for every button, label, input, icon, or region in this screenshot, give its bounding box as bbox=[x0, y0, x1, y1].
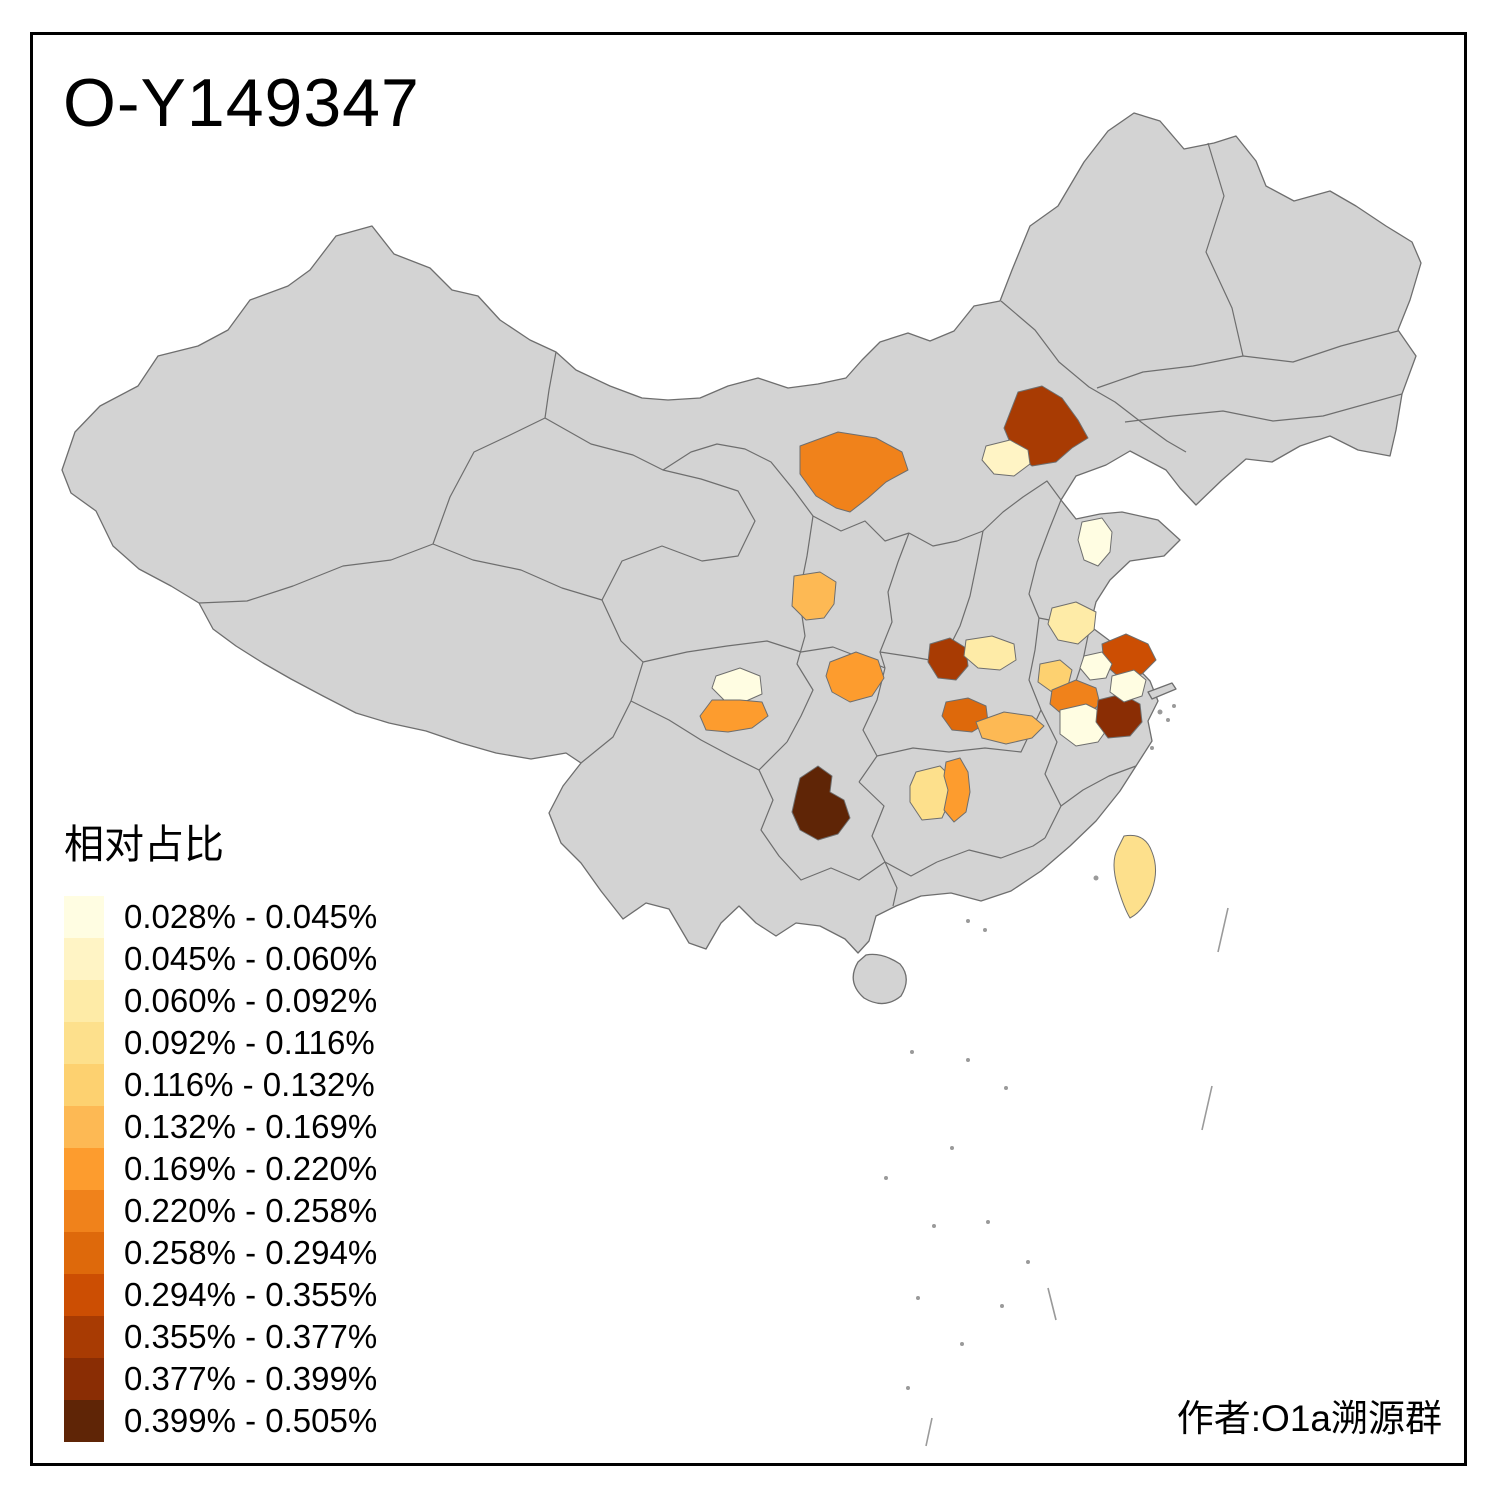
legend-swatch bbox=[64, 1400, 104, 1442]
map-region-r22 bbox=[943, 757, 971, 823]
legend-item: 0.220% - 0.258% bbox=[64, 1190, 377, 1232]
map-region-r06 bbox=[825, 651, 885, 703]
hainan-island bbox=[852, 953, 907, 1005]
legend-item: 0.377% - 0.399% bbox=[64, 1358, 377, 1400]
legend-range-label: 0.294% - 0.355% bbox=[124, 1276, 378, 1313]
legend-range-label: 0.399% - 0.505% bbox=[124, 1402, 378, 1439]
legend-swatch bbox=[64, 938, 104, 980]
map-region-r16 bbox=[711, 667, 763, 703]
legend-swatch bbox=[64, 1148, 104, 1190]
map-region-r23 bbox=[1113, 834, 1156, 919]
page-title: O-Y149347 bbox=[63, 65, 420, 141]
legend-range-label: 0.220% - 0.258% bbox=[124, 1192, 378, 1229]
map-region-r21 bbox=[909, 765, 953, 821]
map-region-r11 bbox=[1079, 651, 1113, 681]
legend-item: 0.045% - 0.060% bbox=[64, 938, 377, 980]
legend-range-label: 0.060% - 0.092% bbox=[124, 982, 378, 1019]
legend-range-label: 0.132% - 0.169% bbox=[124, 1108, 378, 1145]
legend-range-label: 0.169% - 0.220% bbox=[124, 1150, 378, 1187]
chongming-island bbox=[1147, 682, 1177, 700]
choropleth-regions bbox=[699, 385, 1157, 919]
legend-range-label: 0.258% - 0.294% bbox=[124, 1234, 378, 1271]
map-region-r24 bbox=[1109, 669, 1147, 703]
south-china-sea-islets bbox=[884, 907, 1229, 1447]
map-region-r19 bbox=[975, 711, 1045, 745]
legend-item: 0.116% - 0.132% bbox=[64, 1064, 377, 1106]
legend-swatch bbox=[64, 1190, 104, 1232]
map-region-r07 bbox=[927, 637, 969, 681]
legend-item: 0.258% - 0.294% bbox=[64, 1232, 377, 1274]
legend-title: 相对占比 bbox=[64, 823, 224, 867]
map-region-r03 bbox=[799, 431, 909, 513]
map-region-r08 bbox=[963, 635, 1017, 671]
map-region-r04 bbox=[791, 571, 837, 621]
legend-swatch bbox=[64, 1358, 104, 1400]
legend-item: 0.169% - 0.220% bbox=[64, 1148, 377, 1190]
legend-range-label: 0.092% - 0.116% bbox=[124, 1024, 375, 1061]
legend-items: 0.028% - 0.045% 0.045% - 0.060% 0.060% -… bbox=[64, 896, 377, 1442]
map-region-r09 bbox=[1047, 601, 1097, 645]
legend-swatch bbox=[64, 980, 104, 1022]
legend-swatch bbox=[64, 1232, 104, 1274]
legend-item: 0.294% - 0.355% bbox=[64, 1274, 377, 1316]
legend-item: 0.132% - 0.169% bbox=[64, 1106, 377, 1148]
map-region-r05 bbox=[1077, 517, 1113, 567]
legend-range-label: 0.355% - 0.377% bbox=[124, 1318, 378, 1355]
legend-swatch bbox=[64, 896, 104, 938]
legend-range-label: 0.377% - 0.399% bbox=[124, 1360, 378, 1397]
legend-swatch bbox=[64, 1274, 104, 1316]
legend: 相对占比 0.028% - 0.045% 0.045% - 0.060% 0.0… bbox=[64, 812, 377, 1442]
legend-item: 0.399% - 0.505% bbox=[64, 1400, 377, 1442]
legend-range-label: 0.028% - 0.045% bbox=[124, 898, 378, 935]
legend-swatch bbox=[64, 1064, 104, 1106]
legend-item: 0.092% - 0.116% bbox=[64, 1022, 377, 1064]
legend-item: 0.355% - 0.377% bbox=[64, 1316, 377, 1358]
province-borders bbox=[198, 142, 1403, 907]
legend-item: 0.060% - 0.092% bbox=[64, 980, 377, 1022]
legend-swatch bbox=[64, 1106, 104, 1148]
legend-swatch bbox=[64, 1316, 104, 1358]
map-region-r17 bbox=[699, 699, 769, 733]
legend-item: 0.028% - 0.045% bbox=[64, 896, 377, 938]
attribution-text: 作者:O1a溯源群 bbox=[1176, 1398, 1442, 1439]
map-region-r02 bbox=[981, 439, 1031, 477]
legend-range-label: 0.116% - 0.132% bbox=[124, 1066, 375, 1103]
legend-range-label: 0.045% - 0.060% bbox=[124, 940, 378, 977]
map-region-r14 bbox=[1059, 703, 1109, 747]
map-region-r20 bbox=[791, 765, 851, 841]
islands bbox=[852, 682, 1177, 1005]
legend-swatch bbox=[64, 1022, 104, 1064]
